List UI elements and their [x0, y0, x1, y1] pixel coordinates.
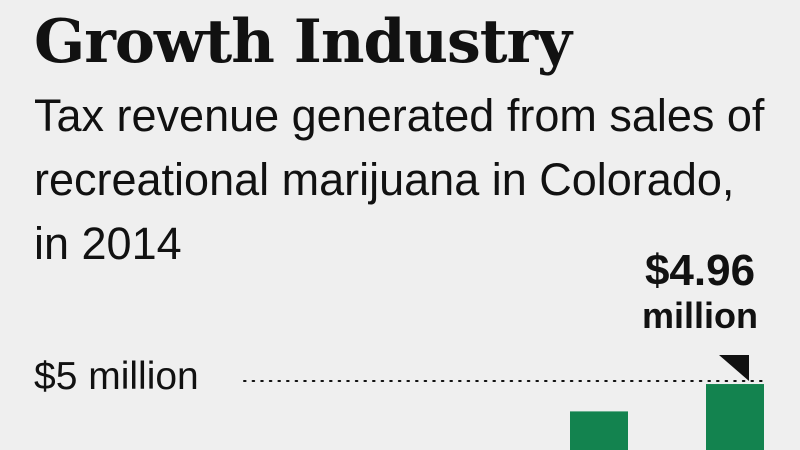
callout-unit: million [642, 295, 758, 336]
chart-subtitle: Tax revenue generated from sales of recr… [34, 90, 765, 269]
bar [706, 384, 764, 450]
bar [570, 411, 628, 450]
chart-title: Growth Industry [34, 7, 572, 77]
y-gridline-label: $5 million [34, 355, 199, 398]
value-callout: $4.96 million [610, 248, 790, 338]
callout-pointer [719, 355, 749, 382]
callout-value: $4.96 [644, 246, 756, 295]
